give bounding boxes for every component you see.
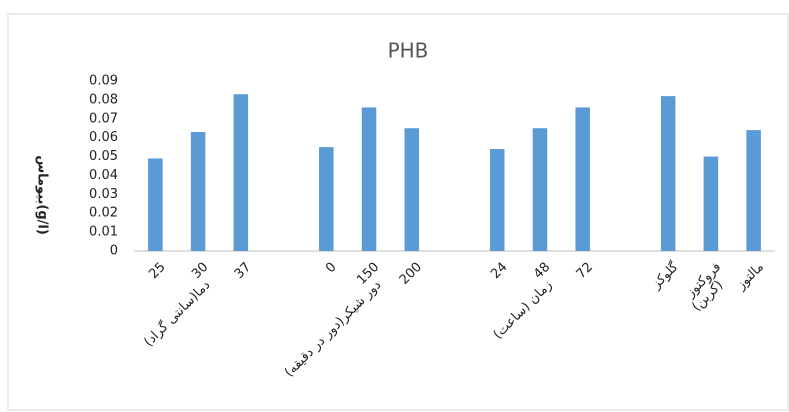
y-tick-label: 0.09: [89, 74, 118, 89]
chart-frame: [7, 13, 789, 411]
y-tick-label: 0.08: [89, 92, 118, 107]
y-axis-label: بیوماس(g/l): [35, 155, 50, 235]
bar: [404, 128, 420, 251]
y-tick-label: 0: [110, 244, 118, 259]
y-tick-label: 0.04: [89, 168, 118, 183]
y-tick-label: 0.01: [89, 225, 118, 240]
y-tick-label: 0.02: [89, 206, 118, 221]
bar: [575, 107, 590, 251]
y-tick-label: 0.07: [89, 111, 118, 126]
bar: [532, 128, 548, 251]
chart-title: PHB: [388, 39, 429, 63]
bar: [746, 130, 761, 251]
bar: [660, 96, 676, 251]
bar: [703, 156, 719, 251]
y-tick-label: 0.06: [89, 130, 118, 145]
bar: [319, 147, 334, 251]
bar: [361, 107, 377, 251]
y-tick-label: 0.05: [89, 149, 118, 164]
bar: [489, 149, 505, 251]
bar: [190, 132, 206, 251]
y-tick-label: 0.03: [89, 187, 118, 202]
bar: [233, 94, 249, 251]
bar: [148, 158, 163, 251]
